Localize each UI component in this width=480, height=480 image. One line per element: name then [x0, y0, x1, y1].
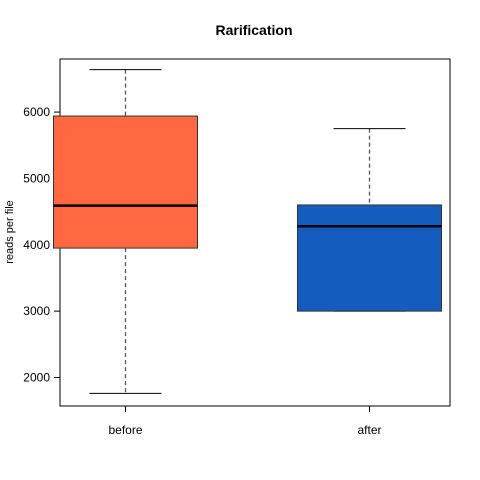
box-body-before: [53, 115, 198, 249]
box-before: [53, 69, 198, 394]
box-after: [297, 128, 442, 312]
x-tick-label-after: after: [357, 423, 381, 437]
chart-title: Rarification: [215, 22, 292, 38]
y-axis: 2000 3000 4000 5000 6000: [23, 105, 60, 384]
boxes: [53, 69, 442, 394]
y-axis-label: reads per file: [4, 200, 16, 264]
x-tick-label-before: before: [108, 423, 142, 437]
y-tick-label-3000: 3000: [23, 304, 50, 318]
box-body-after: [297, 204, 442, 312]
y-tick-label-2000: 2000: [23, 370, 50, 384]
y-tick-label-5000: 5000: [23, 171, 50, 185]
x-axis: before after: [108, 406, 382, 437]
y-tick-label-6000: 6000: [23, 105, 50, 119]
y-tick-label-4000: 4000: [23, 238, 50, 252]
